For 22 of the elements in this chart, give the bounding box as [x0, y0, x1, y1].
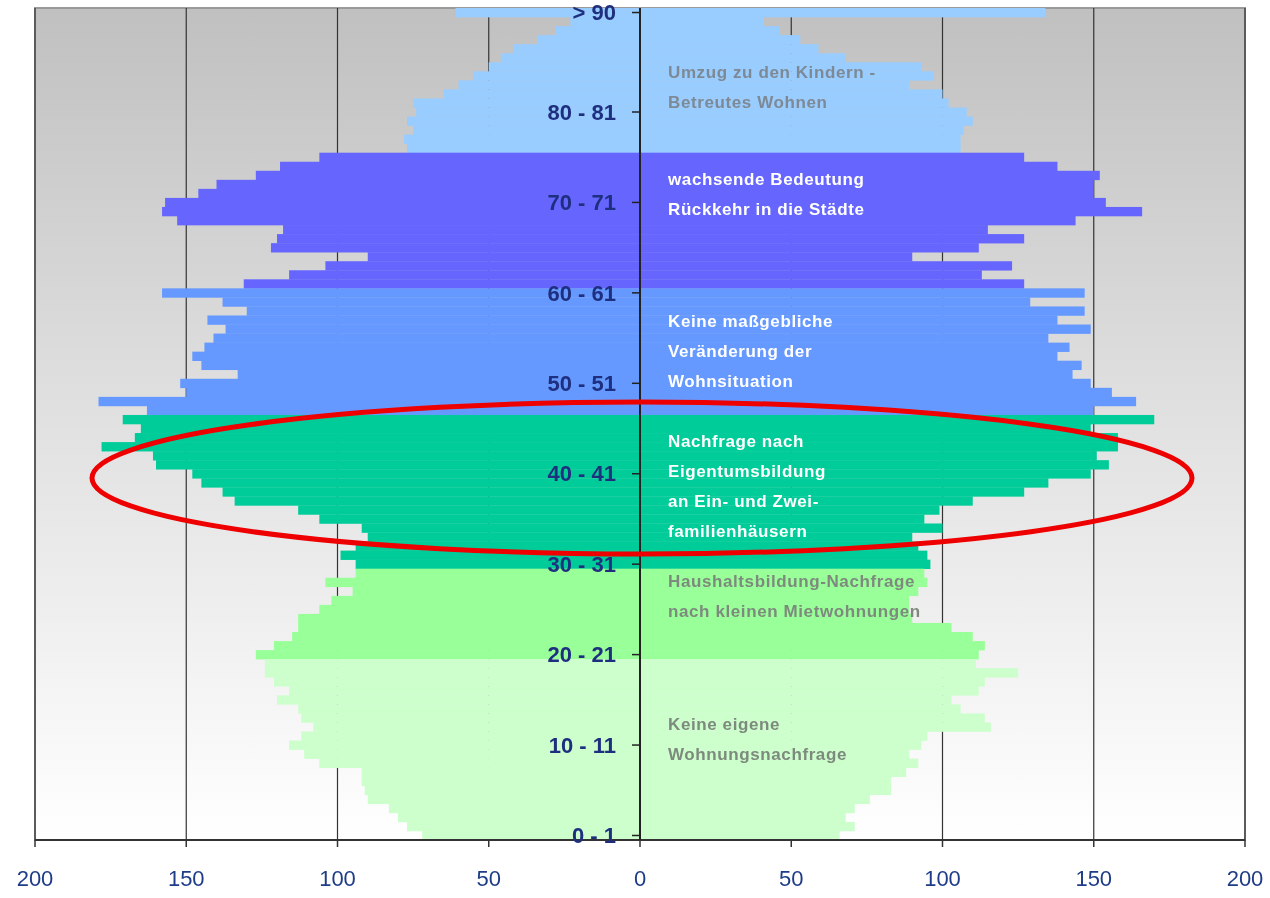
annotation: Keine maßgebliche Veränderung der Wohnsituation [668, 312, 834, 391]
y-tick-label: 40 - 41 [547, 461, 616, 487]
y-tick-label: 80 - 81 [547, 99, 616, 125]
x-tick-label: 50 [779, 866, 804, 891]
annotation: wachsende Bedeutung Rückkehr in die Städte [667, 170, 865, 219]
x-tick-label: 50 [476, 866, 501, 891]
annotation: Nachfrage nach Eigentumsbildung an Ein- und Zwei- familienhäusern [668, 432, 826, 541]
y-tick-label: 20 - 21 [547, 642, 616, 668]
x-tick-label: 200 [16, 866, 54, 891]
annotation: Keine eigene Wohnungsnachfrage [668, 715, 847, 764]
y-tick-label: > 90 [572, 0, 616, 26]
y-tick-label: 50 - 51 [547, 371, 616, 396]
x-tick-label: 200 [1226, 866, 1264, 891]
x-tick-label: 150 [167, 866, 205, 891]
x-tick-label: 150 [1075, 866, 1113, 891]
y-tick-label: 10 - 11 [548, 732, 616, 758]
y-tick-label: 60 - 61 [547, 280, 616, 306]
x-tick-label: 100 [319, 866, 356, 891]
y-tick-label: 70 - 71 [547, 190, 616, 216]
annotation: Umzug zu den Kindern - Betreutes Wohnen [668, 63, 876, 112]
x-tick-label: 100 [924, 866, 961, 891]
x-tick-label: 0 [633, 866, 647, 891]
